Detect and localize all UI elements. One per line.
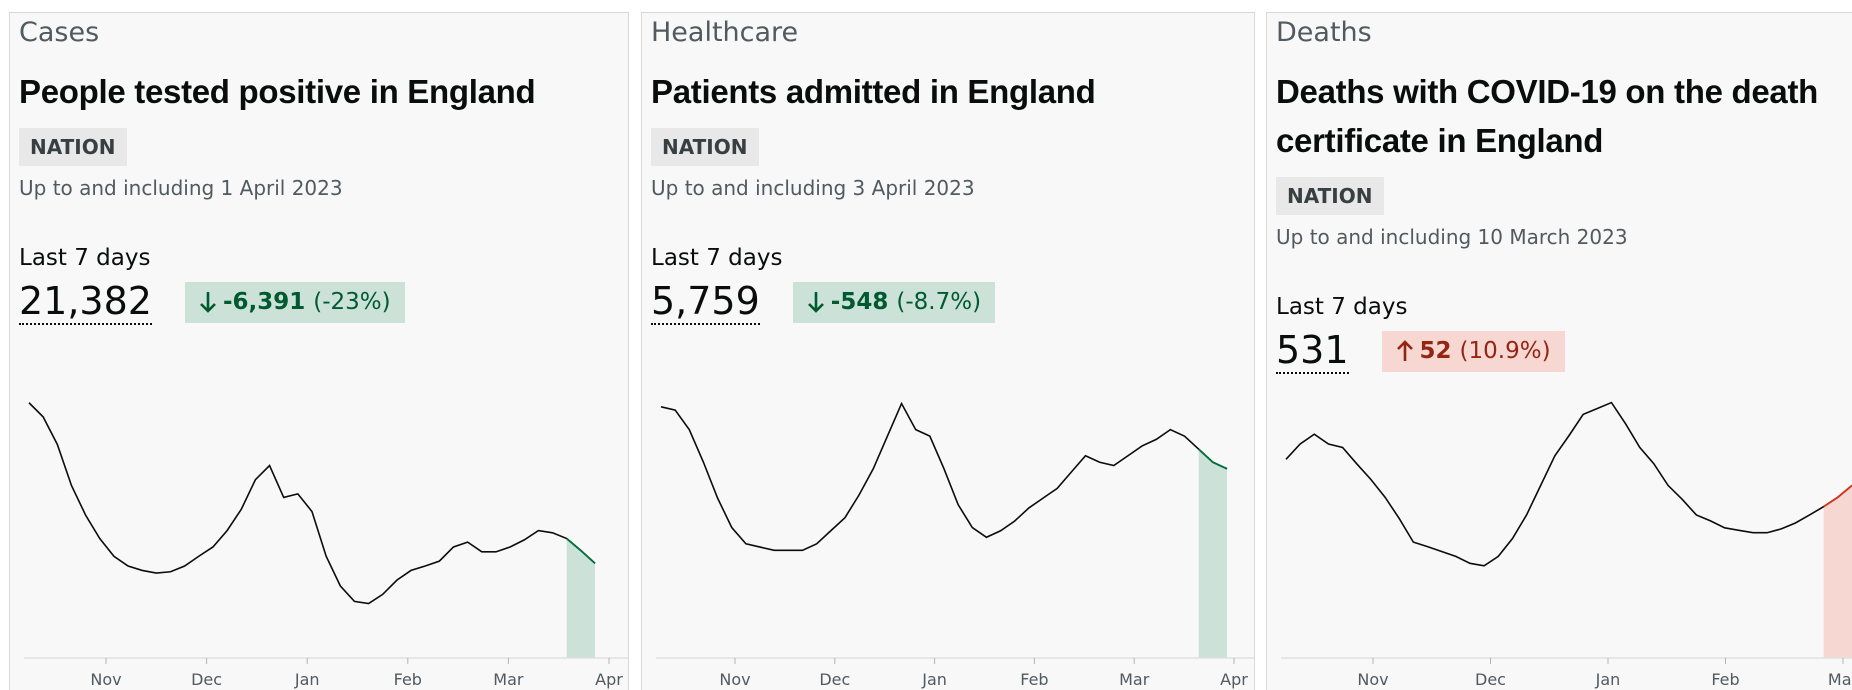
badge: NATION [19, 128, 127, 166]
highlight-line [1198, 448, 1228, 470]
x-tick-label: Feb [1711, 670, 1739, 689]
value: 21,382 [19, 279, 152, 325]
x-tick-label: Nov [1357, 670, 1388, 689]
chart: Nov Dec Jan Feb Mar Apr [24, 402, 628, 689]
x-tick-label: Mar [493, 670, 524, 689]
x-tick-label: Dec [819, 670, 850, 689]
badge-wrap: NATION [19, 116, 628, 166]
highlight-area [1198, 449, 1227, 658]
card: Cases People tested positive in England NA… [9, 12, 629, 690]
category: Cases [19, 17, 100, 48]
x-tick-label: Apr [595, 670, 623, 689]
x-tick-label: Feb [394, 670, 422, 689]
arrow [807, 292, 824, 313]
badge: NATION [1276, 177, 1384, 215]
x-tick-label: Nov [719, 670, 750, 689]
arrow [200, 292, 216, 313]
card-title: Patients admitted in England [651, 73, 1096, 110]
change-percent: (-23%) [313, 289, 391, 315]
arrow-icon [200, 292, 216, 313]
x-tick-label: Dec [191, 670, 222, 689]
x-tick-label: Apr [1220, 670, 1248, 689]
value-row: 531 52 (10.9%) [1276, 328, 1852, 374]
change-percent: (-8.7%) [896, 289, 982, 315]
value-row: 21,382 -6,391 (-23%) [19, 279, 628, 325]
line [28, 402, 596, 605]
date: Up to and including 3 April 2023 [651, 176, 975, 200]
value: 5,759 [651, 279, 760, 325]
x-tick-label: Mar [1119, 670, 1150, 689]
change: 52 [1419, 338, 1452, 364]
arrow-icon [807, 292, 824, 313]
chart: Nov Dec Jan Feb Mar [1281, 401, 1852, 689]
arrow-icon [1396, 340, 1413, 361]
category: Deaths [1276, 17, 1372, 48]
card-title: Deaths with COVID-19 on the death certif… [1276, 73, 1818, 159]
date: Up to and including 10 March 2023 [1276, 225, 1628, 249]
chart: Nov Dec Jan Feb Mar Apr [656, 401, 1254, 689]
change-box: -6,391 (-23%) [184, 281, 405, 323]
x-tick-label: Feb [1020, 670, 1048, 689]
badge: NATION [651, 128, 759, 166]
change: -548 [830, 289, 889, 315]
badge-wrap: NATION [651, 116, 1254, 166]
change: -6,391 [222, 289, 306, 315]
card-title: People tested positive in England [19, 73, 536, 110]
card: Deaths Deaths with COVID-19 on the death … [1266, 12, 1852, 690]
x-tick-label: Jan [921, 670, 947, 689]
x-tick-label: Nov [90, 670, 121, 689]
last-label: Last 7 days [19, 245, 151, 271]
date: Up to and including 1 April 2023 [19, 176, 343, 200]
x-tick-label: Mar [1828, 670, 1852, 689]
change-box: 52 (10.9%) [1381, 330, 1565, 372]
x-tick-label: Dec [1475, 670, 1506, 689]
line [1285, 401, 1852, 567]
value-row: 5,759 -548 (-8.7%) [651, 279, 1254, 325]
x-tick-label: Jan [1595, 670, 1621, 689]
highlight-line [566, 537, 596, 564]
category: Healthcare [651, 17, 799, 48]
value: 531 [1276, 328, 1349, 374]
arrow [1396, 340, 1413, 361]
line [660, 401, 1228, 552]
highlight-area [566, 538, 595, 658]
x-tick-label: Jan [294, 670, 320, 689]
last-label: Last 7 days [1276, 294, 1408, 320]
change-box: -548 (-8.7%) [792, 281, 996, 323]
highlight-line [1823, 484, 1852, 508]
last-label: Last 7 days [651, 245, 783, 271]
highlight-area [1823, 485, 1852, 658]
card: Healthcare Patients admitted in England NA… [641, 12, 1255, 690]
badge-wrap: NATION [1276, 165, 1852, 215]
change-percent: (10.9%) [1459, 338, 1551, 364]
